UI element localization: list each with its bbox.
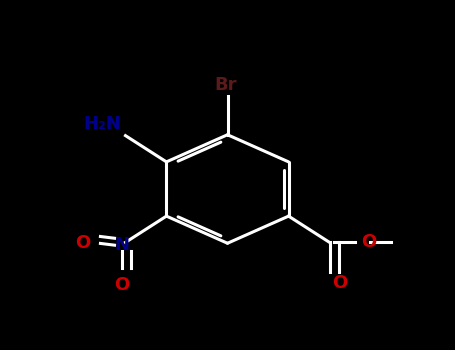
Text: O: O	[361, 233, 377, 251]
Text: N: N	[114, 236, 129, 254]
Text: Br: Br	[214, 77, 237, 95]
Text: O: O	[332, 274, 347, 292]
Text: O: O	[75, 234, 90, 252]
Text: O: O	[114, 276, 130, 294]
Text: H₂N: H₂N	[83, 115, 121, 133]
